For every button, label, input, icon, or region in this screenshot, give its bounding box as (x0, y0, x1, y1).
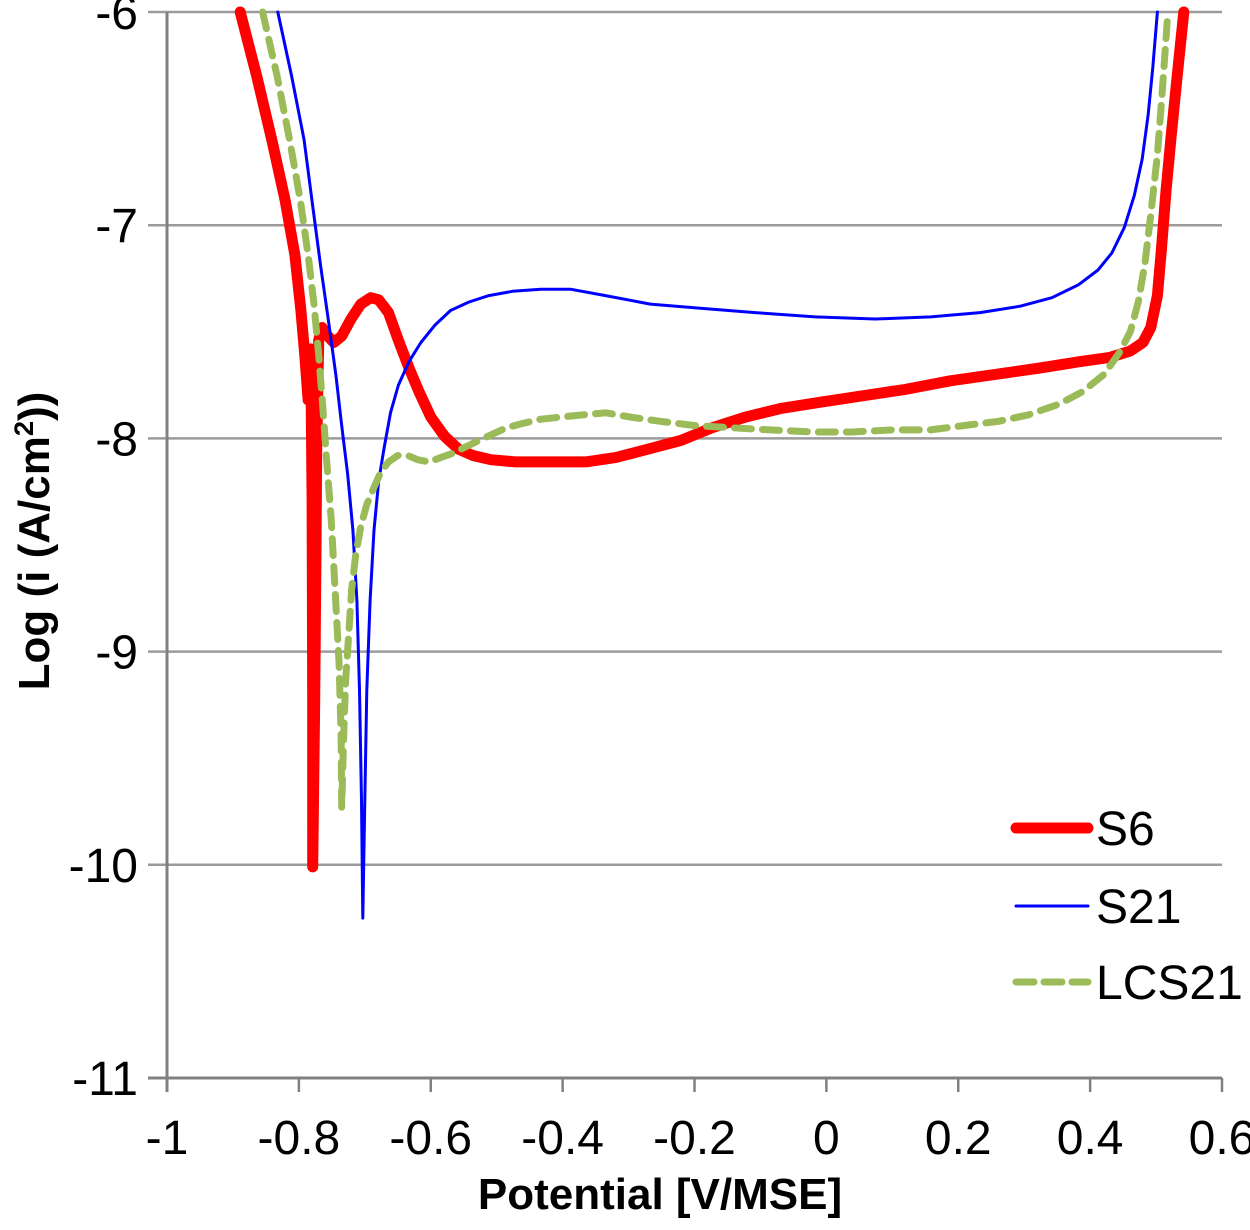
y-tick-label--8: -8 (95, 413, 138, 466)
y-axis-title: Log (i (A/cm2)) (8, 392, 60, 691)
legend-label-s21: S21 (1096, 881, 1181, 934)
x-axis-title: Potential [V/MSE] (477, 1170, 843, 1219)
series-lcs21-line (259, 8, 1172, 811)
x-tick-label--0.4: -0.4 (521, 1112, 604, 1165)
y-tick-label--6: -6 (95, 0, 138, 40)
legend-label-s6: S6 (1096, 803, 1155, 856)
x-tick-label--0.6: -0.6 (389, 1112, 472, 1165)
x-tick-label--0.2: -0.2 (653, 1112, 736, 1165)
x-tick-label-0.2: 0.2 (925, 1112, 992, 1165)
y-tick-label--11: -11 (72, 1053, 138, 1106)
y-axis-title-text-end: )) (9, 391, 59, 421)
x-tick-label-0: 0 (813, 1112, 840, 1165)
x-tick-label--0.8: -0.8 (258, 1112, 341, 1165)
y-axis-title-text: Log (i (A/cm (9, 436, 59, 691)
series-s21-line (276, 10, 1159, 920)
x-tick-label-0.4: 0.4 (1057, 1112, 1124, 1165)
series-s6-line (234, 6, 1190, 873)
y-axis-title-superscript: 2 (8, 420, 40, 437)
x-tick-label-0.6: 0.6 (1189, 1112, 1250, 1165)
y-tick-label--7: -7 (95, 200, 138, 253)
y-tick-label--9: -9 (95, 627, 138, 680)
x-tick-label--1: -1 (146, 1112, 189, 1165)
legend-label-lcs21: LCS21 (1096, 957, 1243, 1010)
y-tick-label--10: -10 (69, 840, 138, 893)
